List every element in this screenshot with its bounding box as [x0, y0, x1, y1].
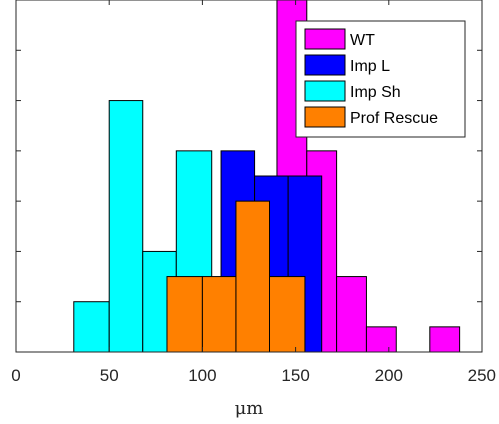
legend: WT Imp L Imp Sh Prof Rescue	[295, 20, 466, 138]
bar-prof-rescue-1	[201, 276, 237, 353]
bar-wt-4	[429, 326, 461, 353]
x-tick-label: 100	[188, 366, 216, 385]
legend-label-prof-rescue: Prof Rescue	[350, 110, 438, 127]
x-tick-label: 50	[100, 366, 119, 385]
legend-swatch-imp-sh	[304, 80, 346, 102]
legend-swatch-imp-l	[304, 54, 346, 76]
bar-imp-sh-0	[73, 301, 110, 353]
bar-prof-rescue-3	[269, 276, 306, 353]
bar-imp-sh-1	[108, 100, 144, 353]
x-axis-label: μm	[235, 398, 264, 419]
x-tick-label: 200	[375, 366, 403, 385]
legend-swatch-prof-rescue	[304, 106, 346, 128]
x-tick-label: 250	[468, 366, 496, 385]
bar-wt-3	[365, 326, 397, 353]
legend-label-wt: WT	[350, 32, 375, 49]
legend-label-imp-sh: Imp Sh	[350, 84, 401, 101]
bar-prof-rescue-2	[235, 200, 271, 353]
legend-label-imp-l: Imp L	[350, 58, 390, 75]
bar-prof-rescue-0	[166, 276, 203, 353]
legend-swatch-wt	[304, 28, 346, 50]
axes-layer	[15, 0, 483, 353]
plot-frame	[15, 0, 483, 353]
x-ticks-layer: 0 50 100 150 200 250	[11, 0, 496, 385]
bar-wt-2	[336, 276, 367, 353]
x-tick-label: 0	[11, 366, 20, 385]
x-tick-label: 150	[281, 366, 309, 385]
